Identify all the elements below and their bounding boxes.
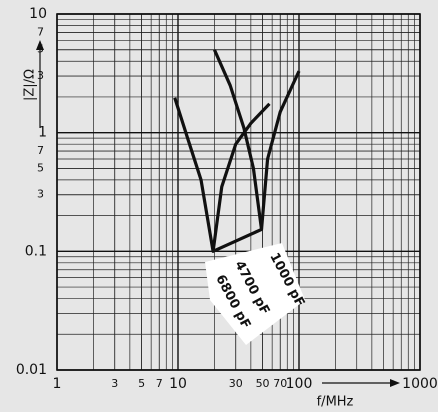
x-arrow-head xyxy=(390,379,400,387)
y-tick-label: 0.01 xyxy=(16,362,47,378)
x-tick-label: 100 xyxy=(286,376,313,392)
x-label: f/MHz xyxy=(317,395,354,410)
y-arrow-head xyxy=(36,40,44,50)
y-label: |Z|/Ω xyxy=(23,69,38,101)
y-tick-label: 10 xyxy=(29,6,47,22)
y-tick-label: 0.1 xyxy=(25,243,47,259)
curves xyxy=(173,49,301,253)
plot-frame xyxy=(56,13,421,371)
y-tick-label: 3 xyxy=(37,69,44,82)
x-tick-label: 10 xyxy=(169,376,187,392)
label-box xyxy=(205,243,305,345)
x-tick-label: 50 xyxy=(256,377,270,390)
curve xyxy=(173,97,271,253)
x-tick-label: 5 xyxy=(138,377,145,390)
y-tick-label: 7 xyxy=(37,25,44,38)
y-tick-label: 5 xyxy=(37,161,44,174)
curve xyxy=(212,70,301,253)
x-tick-label: 7 xyxy=(156,377,163,390)
x-tick-label: 1 xyxy=(53,376,62,392)
y-tick-label: 3 xyxy=(37,188,44,201)
y-tick-label: 7 xyxy=(37,144,44,157)
x-tick-label: 1000 xyxy=(402,376,438,392)
x-tick-label: 30 xyxy=(229,377,243,390)
y-tick-label: 1 xyxy=(38,125,47,141)
curve xyxy=(212,49,264,230)
x-tick-label: 3 xyxy=(111,377,118,390)
y-tick-label: 5 xyxy=(37,43,44,56)
x-tick-label: 70 xyxy=(273,377,287,390)
